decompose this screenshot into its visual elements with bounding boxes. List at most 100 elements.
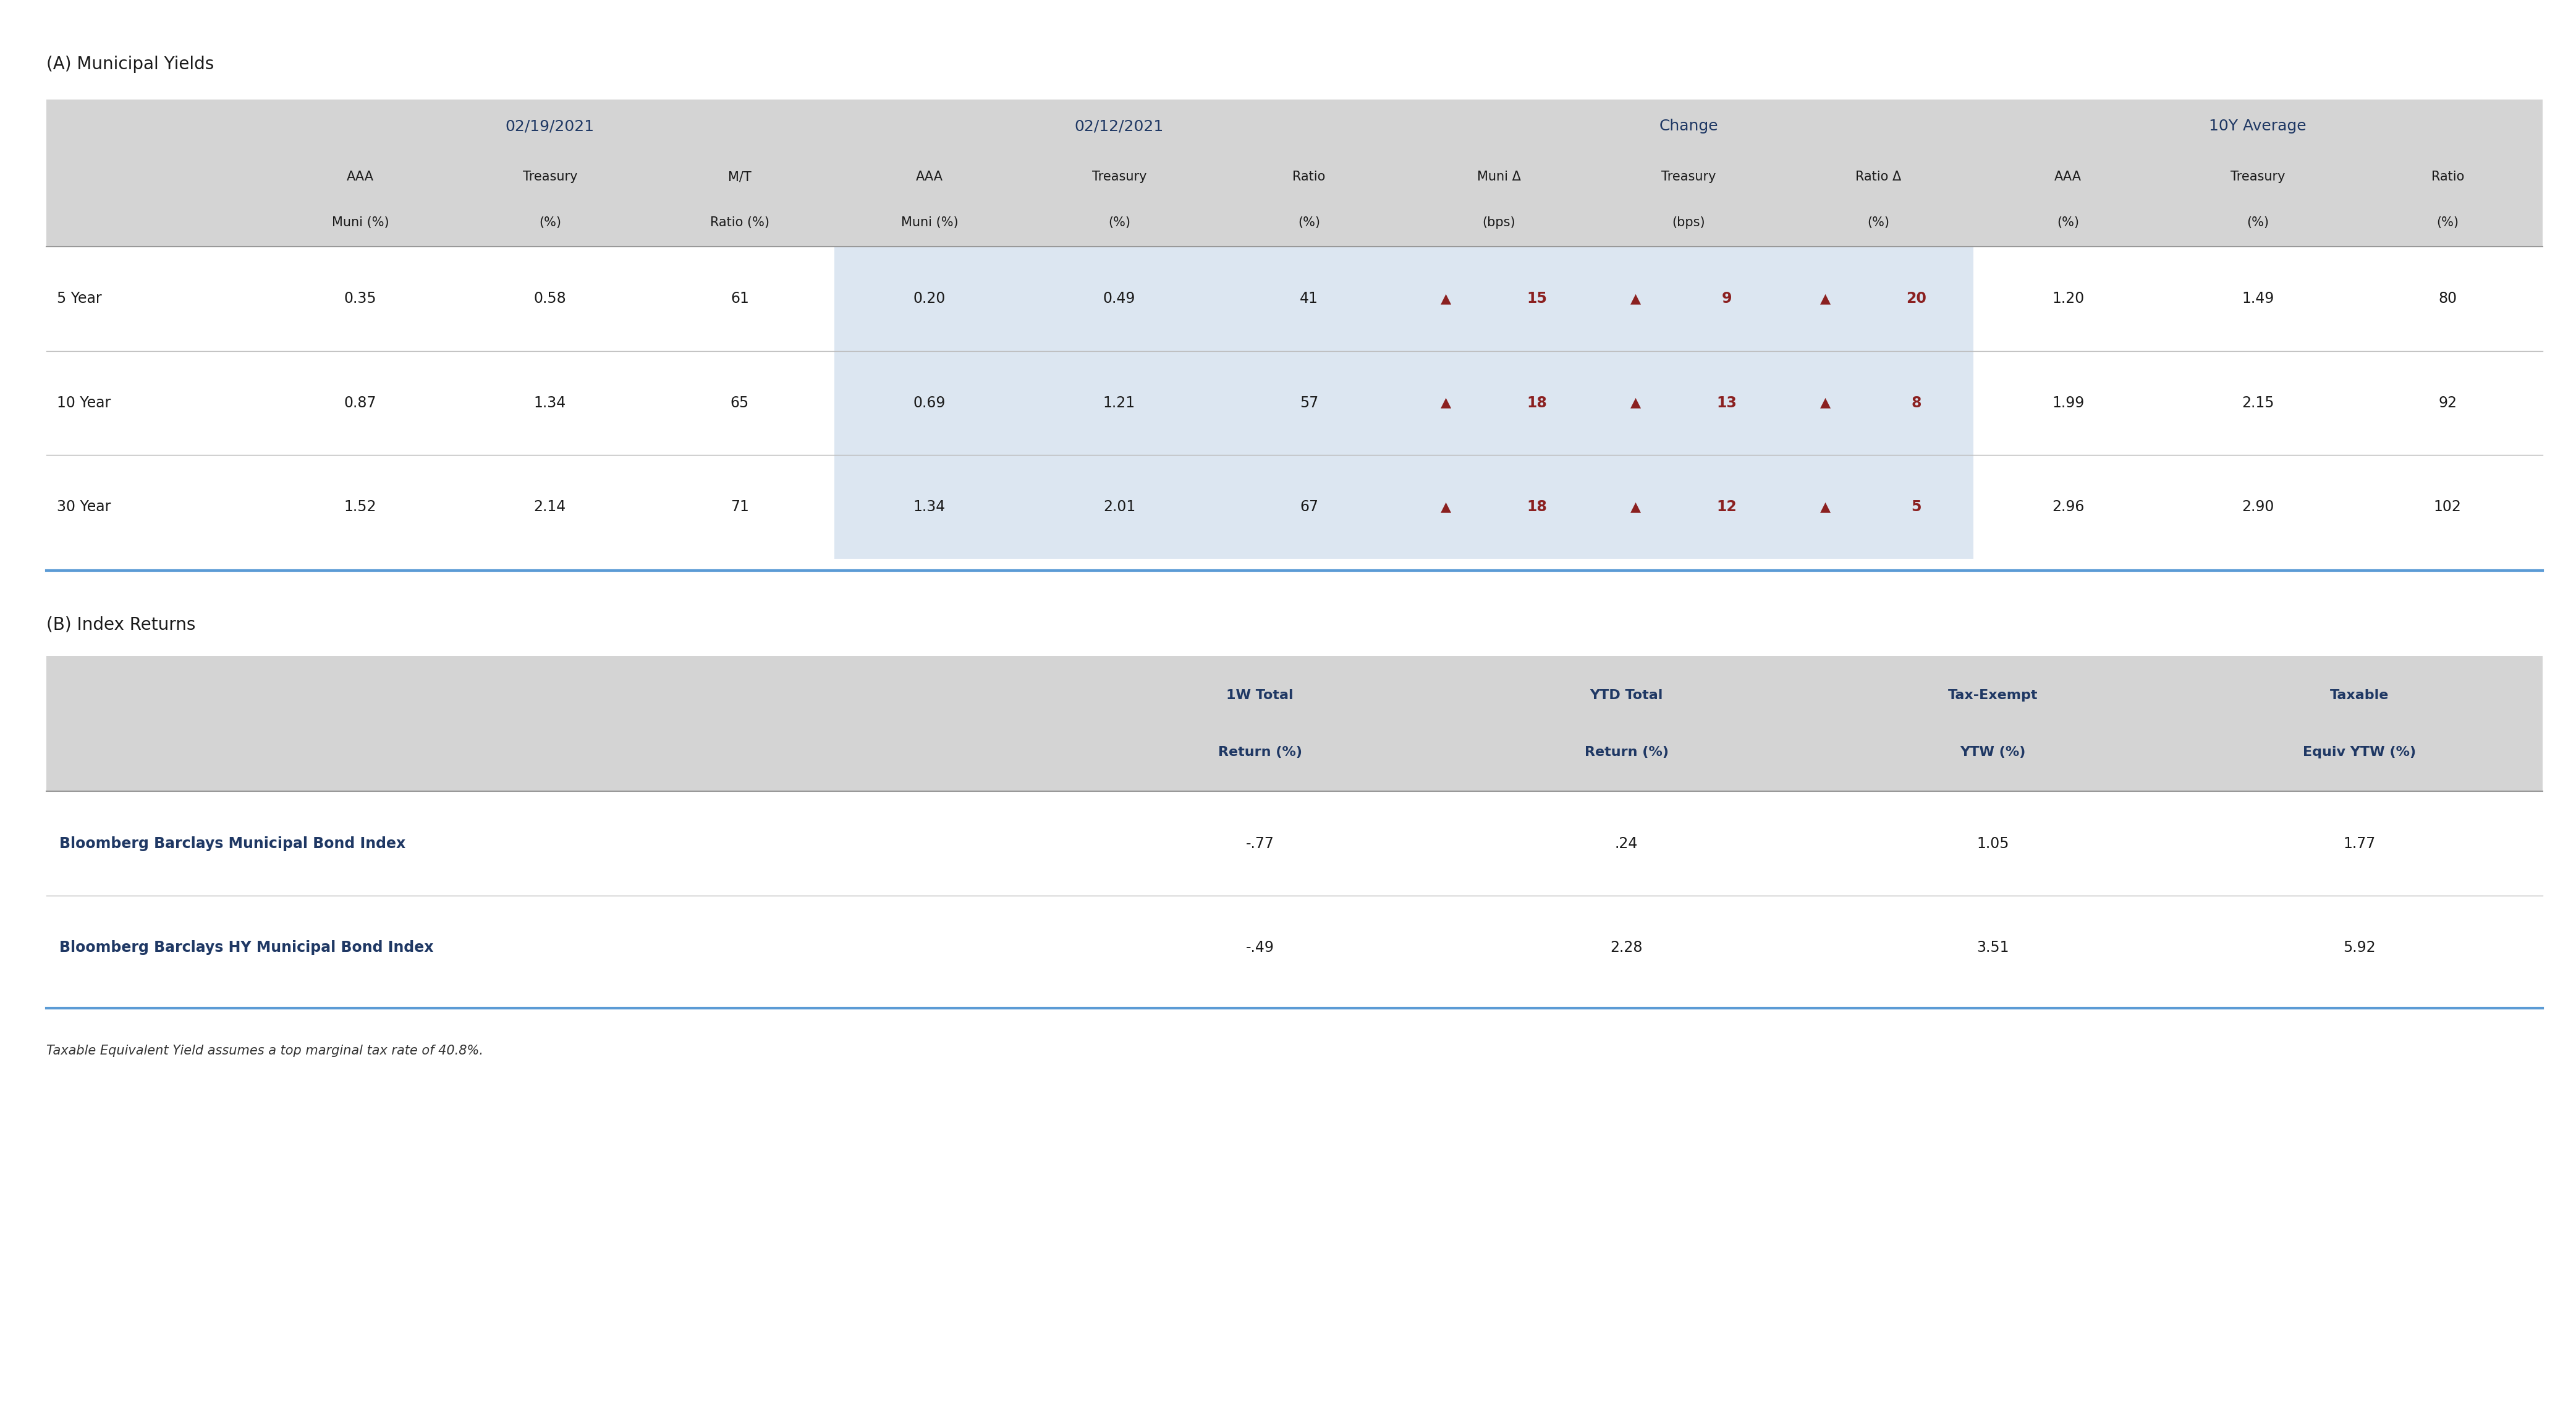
Text: Change: Change xyxy=(1659,118,1718,134)
Text: Bloomberg Barclays HY Municipal Bond Index: Bloomberg Barclays HY Municipal Bond Ind… xyxy=(59,940,433,955)
Text: 0.49: 0.49 xyxy=(1103,291,1136,307)
Text: 1.49: 1.49 xyxy=(2241,291,2275,307)
Text: 1.77: 1.77 xyxy=(2344,836,2375,851)
Text: AAA: AAA xyxy=(2056,171,2081,183)
Text: 65: 65 xyxy=(732,395,750,411)
Text: 1.20: 1.20 xyxy=(2053,291,2084,307)
Text: 1.52: 1.52 xyxy=(345,499,376,515)
Text: 2.14: 2.14 xyxy=(533,499,567,515)
Text: AAA: AAA xyxy=(917,171,943,183)
Text: (%): (%) xyxy=(1298,217,1319,228)
Bar xyxy=(46,351,2543,455)
Text: 18: 18 xyxy=(1528,499,1548,515)
Text: Return (%): Return (%) xyxy=(1584,746,1669,759)
Text: Ratio Δ: Ratio Δ xyxy=(1855,171,1901,183)
Text: 57: 57 xyxy=(1301,395,1319,411)
Text: (A) Municipal Yields: (A) Municipal Yields xyxy=(46,56,214,73)
Text: M/T: M/T xyxy=(729,171,752,183)
Bar xyxy=(46,100,2543,153)
Text: Muni (%): Muni (%) xyxy=(332,217,389,228)
Text: Treasury: Treasury xyxy=(523,171,577,183)
Bar xyxy=(46,455,2543,559)
Text: 18: 18 xyxy=(1528,395,1548,411)
Text: 9: 9 xyxy=(1721,291,1731,307)
Bar xyxy=(46,656,2543,791)
Text: ▲: ▲ xyxy=(1440,396,1450,409)
Text: 2.28: 2.28 xyxy=(1610,940,1643,955)
Text: 1.34: 1.34 xyxy=(914,499,945,515)
Text: ▲: ▲ xyxy=(1631,501,1641,513)
Text: Bloomberg Barclays Municipal Bond Index: Bloomberg Barclays Municipal Bond Index xyxy=(59,836,404,851)
Text: 0.20: 0.20 xyxy=(914,291,945,307)
Text: 10 Year: 10 Year xyxy=(57,395,111,411)
Text: 61: 61 xyxy=(732,291,750,307)
Text: 15: 15 xyxy=(1528,291,1548,307)
Text: 92: 92 xyxy=(2439,395,2458,411)
Text: 1.21: 1.21 xyxy=(1103,395,1136,411)
Text: 5 Year: 5 Year xyxy=(57,291,100,307)
Text: 41: 41 xyxy=(1301,291,1319,307)
Text: 71: 71 xyxy=(732,499,750,515)
Text: Treasury: Treasury xyxy=(2231,171,2285,183)
Text: 2.15: 2.15 xyxy=(2241,395,2275,411)
Text: ▲: ▲ xyxy=(1819,501,1832,513)
Text: 1W Total: 1W Total xyxy=(1226,689,1293,702)
Text: 02/19/2021: 02/19/2021 xyxy=(505,118,595,134)
Text: (%): (%) xyxy=(2058,217,2079,228)
Text: 3.51: 3.51 xyxy=(1976,940,2009,955)
Text: Equiv YTW (%): Equiv YTW (%) xyxy=(2303,746,2416,759)
Bar xyxy=(46,896,2543,1000)
Text: 13: 13 xyxy=(1716,395,1736,411)
Text: Muni (%): Muni (%) xyxy=(902,217,958,228)
Text: 67: 67 xyxy=(1301,499,1319,515)
Text: Tax-Exempt: Tax-Exempt xyxy=(1947,689,2038,702)
Text: 102: 102 xyxy=(2434,499,2463,515)
Text: (%): (%) xyxy=(1108,217,1131,228)
Text: Ratio (%): Ratio (%) xyxy=(711,217,770,228)
Text: (bps): (bps) xyxy=(1672,217,1705,228)
Text: 8: 8 xyxy=(1911,395,1922,411)
Bar xyxy=(46,247,2543,351)
Text: 20: 20 xyxy=(1906,291,1927,307)
Text: 02/12/2021: 02/12/2021 xyxy=(1074,118,1164,134)
Text: (%): (%) xyxy=(2437,217,2458,228)
Text: Treasury: Treasury xyxy=(1092,171,1146,183)
Text: 10Y Average: 10Y Average xyxy=(2210,118,2306,134)
Text: Return (%): Return (%) xyxy=(1218,746,1301,759)
Bar xyxy=(835,351,1404,455)
Text: Taxable: Taxable xyxy=(2329,689,2388,702)
Text: 2.01: 2.01 xyxy=(1103,499,1136,515)
Text: ▲: ▲ xyxy=(1631,292,1641,305)
Bar xyxy=(1404,455,1973,559)
Text: ▲: ▲ xyxy=(1631,396,1641,409)
Text: (bps): (bps) xyxy=(1481,217,1515,228)
Text: -.49: -.49 xyxy=(1247,940,1275,955)
Text: (%): (%) xyxy=(1868,217,1888,228)
Text: (B) Index Returns: (B) Index Returns xyxy=(46,616,196,633)
Text: 12: 12 xyxy=(1716,499,1736,515)
Bar xyxy=(46,791,2543,896)
Text: 1.05: 1.05 xyxy=(1976,836,2009,851)
Bar xyxy=(1404,247,1973,351)
Text: Muni Δ: Muni Δ xyxy=(1476,171,1520,183)
Text: 1.99: 1.99 xyxy=(2053,395,2084,411)
Text: -.77: -.77 xyxy=(1247,836,1275,851)
Text: 30 Year: 30 Year xyxy=(57,499,111,515)
Bar xyxy=(1404,351,1973,455)
Text: ▲: ▲ xyxy=(1819,396,1832,409)
Text: 0.35: 0.35 xyxy=(345,291,376,307)
Text: Ratio: Ratio xyxy=(2432,171,2465,183)
Text: 0.87: 0.87 xyxy=(345,395,376,411)
Text: YTW (%): YTW (%) xyxy=(1960,746,2025,759)
Text: 5: 5 xyxy=(1911,499,1922,515)
Text: 0.58: 0.58 xyxy=(533,291,567,307)
Text: YTD Total: YTD Total xyxy=(1589,689,1664,702)
Bar xyxy=(835,455,1404,559)
Text: 5.92: 5.92 xyxy=(2344,940,2375,955)
Text: ▲: ▲ xyxy=(1819,292,1832,305)
Text: (%): (%) xyxy=(538,217,562,228)
Text: Taxable Equivalent Yield assumes a top marginal tax rate of 40.8%.: Taxable Equivalent Yield assumes a top m… xyxy=(46,1045,484,1057)
Text: ▲: ▲ xyxy=(1440,292,1450,305)
Text: 80: 80 xyxy=(2439,291,2458,307)
Text: Ratio: Ratio xyxy=(1293,171,1327,183)
